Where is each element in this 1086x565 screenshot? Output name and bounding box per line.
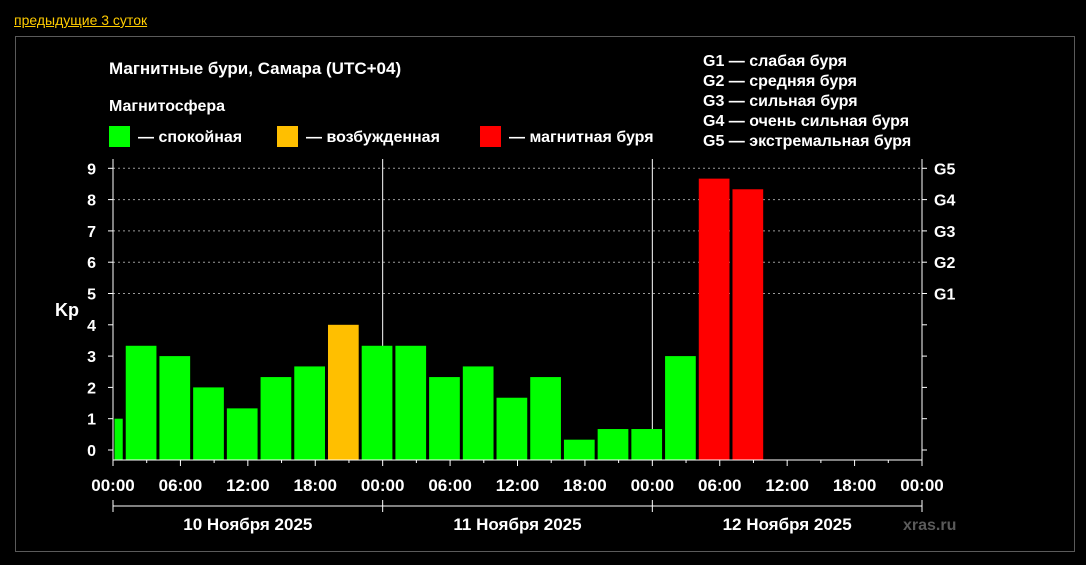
x-tick-label: 18:00 bbox=[294, 476, 337, 495]
kp-bar bbox=[193, 387, 224, 460]
g-tick-label: G3 bbox=[934, 224, 955, 241]
kp-bar bbox=[260, 377, 292, 460]
kp-bar bbox=[114, 418, 123, 460]
kp-bar bbox=[395, 345, 427, 460]
y-tick-label: 4 bbox=[87, 318, 96, 335]
legend-swatch bbox=[480, 126, 501, 147]
y-tick-label: 7 bbox=[87, 224, 96, 241]
g-tick-label: G1 bbox=[934, 287, 955, 304]
legend-label: — возбужденная bbox=[306, 129, 440, 146]
kp-bar bbox=[361, 345, 393, 460]
kp-bar bbox=[429, 377, 460, 460]
kp-bar bbox=[698, 178, 730, 460]
g-scale-legend: G1 — слабая буря G2 — средняя буря G3 — си… bbox=[703, 53, 911, 150]
kp-bar bbox=[294, 366, 325, 460]
g-tick-label: G4 bbox=[934, 193, 955, 210]
x-tick-label: 00:00 bbox=[631, 476, 674, 495]
g-tick-label: G5 bbox=[934, 161, 955, 178]
y-tick-label: 8 bbox=[87, 193, 96, 210]
x-tick-label: 12:00 bbox=[765, 476, 808, 495]
x-tick-label: 06:00 bbox=[698, 476, 741, 495]
legend-swatch bbox=[109, 126, 130, 147]
y-tick-label: 2 bbox=[87, 380, 96, 397]
x-tick-label: 00:00 bbox=[900, 476, 943, 495]
kp-bar bbox=[496, 397, 528, 460]
kp-bar bbox=[125, 345, 157, 460]
axes: G1 G2 G3 G4 G5 0 1 2 3 4 5 6 7 8 9 00:00 06:00 12:00 18:00… bbox=[87, 159, 955, 495]
watermark: xras.ru bbox=[903, 517, 956, 534]
x-tick-label: 18:00 bbox=[833, 476, 876, 495]
kp-bar bbox=[732, 189, 764, 460]
g-legend-item: G1 — слабая буря bbox=[703, 53, 847, 70]
x-tick-label: 00:00 bbox=[91, 476, 134, 495]
date-labels: 10 Ноября 2025 11 Ноября 2025 12 Ноября 20… bbox=[112, 500, 923, 534]
kp-bar bbox=[327, 324, 359, 460]
kp-bar bbox=[665, 356, 696, 460]
kp-bar bbox=[159, 356, 191, 460]
legend-label: — магнитная буря bbox=[509, 129, 654, 146]
status-legend: — спокойная — возбужденная — магнитная бур… bbox=[109, 126, 654, 147]
y-tick-label: 9 bbox=[87, 161, 96, 178]
x-tick-label: 06:00 bbox=[159, 476, 202, 495]
y-tick-label: 3 bbox=[87, 349, 96, 366]
y-tick-label: 1 bbox=[87, 412, 96, 429]
g-legend-item: G3 — сильная буря bbox=[703, 93, 858, 110]
x-tick-label: 12:00 bbox=[226, 476, 269, 495]
kp-bar bbox=[530, 377, 561, 460]
chart-title: Магнитные бури, Самара (UTC+04) bbox=[109, 59, 401, 78]
date-label: 11 Ноября 2025 bbox=[453, 515, 581, 534]
date-label: 12 Ноября 2025 bbox=[723, 515, 852, 534]
x-tick-label: 06:00 bbox=[428, 476, 471, 495]
x-tick-label: 18:00 bbox=[563, 476, 606, 495]
kp-bar bbox=[226, 408, 258, 460]
g-legend-item: G4 — очень сильная буря bbox=[703, 113, 909, 130]
y-tick-label: 0 bbox=[87, 443, 96, 460]
kp-bar bbox=[631, 429, 663, 460]
g-tick-label: G2 bbox=[934, 255, 955, 272]
y-tick-label: 5 bbox=[87, 287, 96, 304]
magnetosphere-label: Магнитосфера bbox=[109, 98, 225, 115]
previous-3-days-link[interactable]: предыдущие 3 суток bbox=[14, 12, 148, 28]
y-axis-label: Kp bbox=[55, 300, 79, 320]
x-tick-label: 12:00 bbox=[496, 476, 539, 495]
date-label: 10 Ноября 2025 bbox=[183, 515, 312, 534]
x-tick-label: 00:00 bbox=[361, 476, 404, 495]
y-tick-label: 6 bbox=[87, 255, 96, 272]
kp-bar bbox=[563, 439, 595, 460]
chart-frame bbox=[15, 36, 1075, 552]
kp-bars bbox=[114, 178, 764, 460]
g-legend-item: G5 — экстремальная буря bbox=[703, 133, 911, 150]
g-legend-item: G2 — средняя буря bbox=[703, 73, 857, 90]
kp-bar bbox=[597, 429, 629, 460]
legend-swatch bbox=[277, 126, 298, 147]
legend-label: — спокойная bbox=[138, 129, 242, 146]
kp-bar bbox=[462, 366, 494, 460]
